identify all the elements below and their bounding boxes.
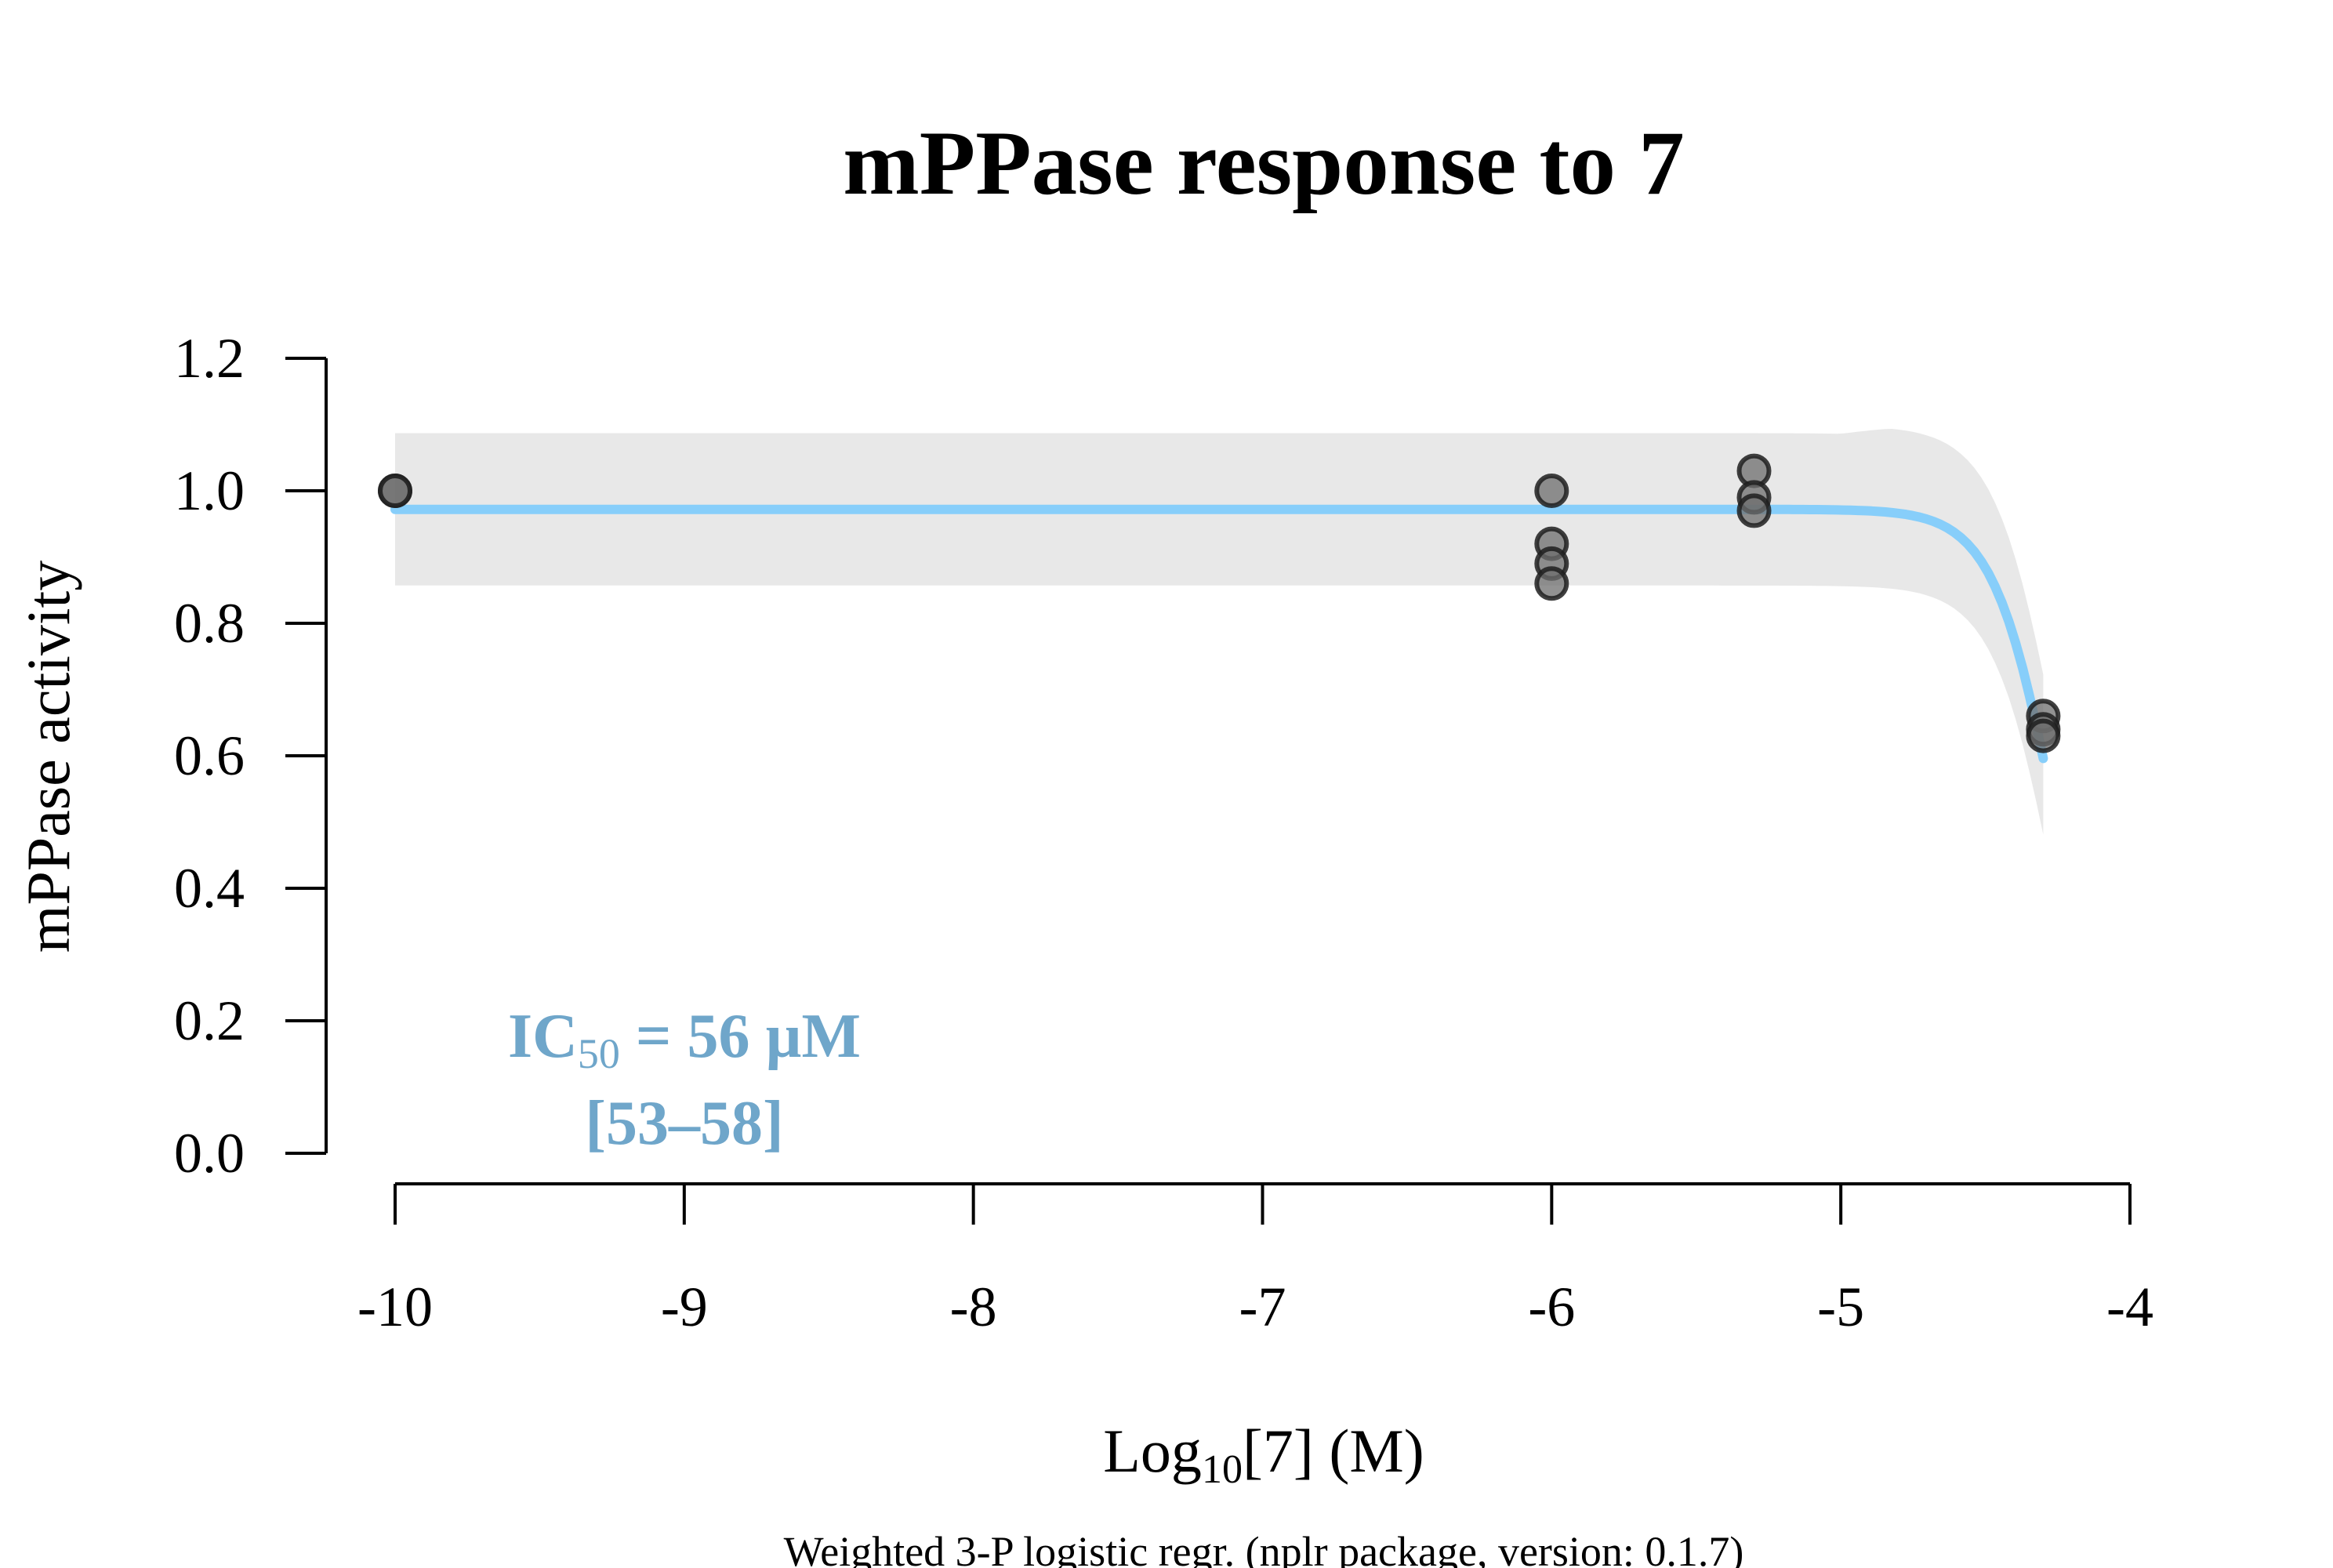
- x-axis-title-suffix: [7] (M): [1243, 1417, 1424, 1485]
- data-point-12: [2026, 718, 2061, 753]
- data-points-layer: [378, 453, 2061, 753]
- confidence-band-layer: [395, 429, 2044, 835]
- x-axis: -10 -9 -8 -7 -6 -5 -4: [357, 1182, 2153, 1338]
- data-point-3: [1534, 474, 1569, 508]
- y-tick-label-3: 0.6: [174, 724, 245, 787]
- x-axis-title-prefix: Log: [1103, 1417, 1202, 1485]
- chart-title: mPPase response to 7: [843, 113, 1684, 214]
- x-tick-label-6: -4: [2106, 1276, 2153, 1338]
- y-tick-label-6: 1.2: [174, 327, 245, 390]
- x-tick-label-1: -9: [661, 1276, 708, 1338]
- footnote: Weighted 3-P logistic regr. (nplr packag…: [784, 1528, 1744, 1568]
- y-tick-label-5: 1.0: [174, 459, 245, 522]
- x-tick-label-0: -10: [357, 1276, 433, 1338]
- data-point-9: [1736, 493, 1772, 528]
- x-axis-title-subscript: 10: [1202, 1447, 1243, 1492]
- ic50-prefix: IC: [508, 1002, 578, 1071]
- ic50-annotation: IC50 = 56 µM: [508, 1002, 861, 1077]
- x-tick-label-4: -6: [1528, 1276, 1575, 1338]
- x-axis-title: Log10[7] (M): [1103, 1417, 1424, 1492]
- y-tick-label-2: 0.4: [174, 857, 245, 920]
- data-point-2: [378, 474, 412, 508]
- x-tick-label-2: -8: [950, 1276, 997, 1338]
- y-axis-title: mPPase activity: [14, 561, 82, 953]
- y-tick-label-4: 0.8: [174, 592, 245, 655]
- x-tick-label-5: -5: [1817, 1276, 1864, 1338]
- ic50-value: = 56 µM: [620, 1002, 861, 1071]
- ic50-subscript: 50: [578, 1030, 620, 1077]
- confidence-band: [395, 429, 2044, 835]
- y-tick-label-1: 0.2: [174, 989, 245, 1052]
- data-point-6: [1534, 566, 1569, 601]
- ic50-interval: [53–58]: [585, 1089, 783, 1158]
- y-tick-label-0: 0.0: [174, 1122, 245, 1185]
- y-axis: 0.0 0.2 0.4 0.6 0.8 1.0 1.2: [174, 327, 328, 1185]
- x-tick-label-3: -7: [1239, 1276, 1286, 1338]
